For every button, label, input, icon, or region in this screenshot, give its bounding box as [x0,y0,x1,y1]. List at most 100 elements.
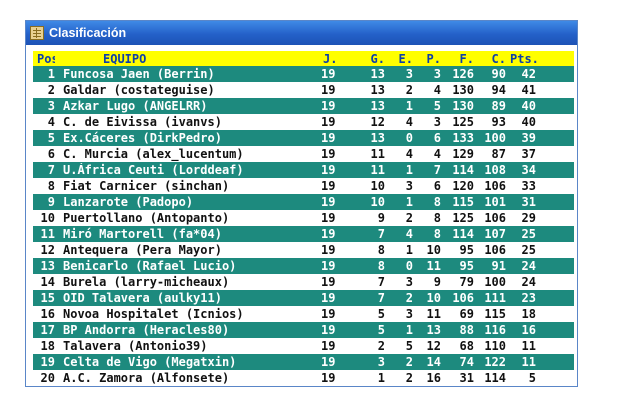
table-row[interactable]: 20 A.C. Zamora (Alfonsete) 19 1 2 16 31 114 5 [33,370,574,386]
cell-played: 19 [321,291,336,305]
cell-played: 19 [321,147,336,161]
cell-won: 13 [370,99,385,113]
cell-lost: 11 [426,307,441,321]
cell-drawn: 1 [405,163,413,177]
cell-points: 16 [521,323,536,337]
cell-against: 115 [484,307,506,321]
cell-for: 74 [459,355,474,369]
table-row[interactable]: 14 Burela (larry-micheaux) 19 7 3 9 79 100 24 [33,274,574,290]
cell-lost: 9 [433,275,441,289]
table-row[interactable]: 1 Funcosa Jaen (Berrin) 19 13 3 3 126 90 42 [33,66,574,82]
cell-pos: 4 [47,115,55,129]
cell-won: 10 [370,179,385,193]
cell-against: 107 [484,227,506,241]
table-row[interactable]: 8 Fiat Carnicer (sinchan) 19 10 3 6 120 106 33 [33,178,574,194]
table-row[interactable]: 15 OID Talavera (aulky11) 19 7 2 10 106 111 23 [33,290,574,306]
cell-won: 13 [370,67,385,81]
table-row[interactable]: 7 U.África Ceuti (Lorddeaf) 19 11 1 7 114 108 34 [33,162,574,178]
cell-drawn: 0 [405,259,413,273]
cell-pos: 3 [47,99,55,113]
cell-played: 19 [321,163,336,177]
table-row[interactable]: 9 Lanzarote (Padopo) 19 10 1 8 115 101 31 [33,194,574,210]
table-row[interactable]: 2 Galdar (costateguise) 19 13 2 4 130 94 41 [33,82,574,98]
header-points: Pts. [510,51,539,66]
cell-played: 19 [321,131,336,145]
cell-pos: 2 [47,83,55,97]
table-body: 1 Funcosa Jaen (Berrin) 19 13 3 3 126 90 42 2 Gald… [33,66,574,386]
table-app-icon [30,26,44,40]
cell-lost: 14 [426,355,441,369]
table-row[interactable]: 4 C. de Eivissa (ivanvs) 19 12 4 3 125 93 40 [33,114,574,130]
cell-points: 40 [521,115,536,129]
table-row[interactable]: 6 C. Murcia (alex_lucentum) 19 11 4 4 129 87 37 [33,146,574,162]
cell-drawn: 3 [405,67,413,81]
cell-points: 18 [521,307,536,321]
cell-lost: 4 [433,83,441,97]
cell-for: 133 [452,131,474,145]
cell-pos: 16 [40,307,55,321]
table-row[interactable]: 3 Azkar Lugo (ANGELRR) 19 13 1 5 130 89 40 [33,98,574,114]
cell-against: 94 [491,83,506,97]
cell-team: A.C. Zamora (Alfonsete) [63,371,230,385]
table-row[interactable]: 12 Antequera (Pera Mayor) 19 8 1 10 95 106 25 [33,242,574,258]
cell-drawn: 3 [405,275,413,289]
table-row[interactable]: 10 Puertollano (Antopanto) 19 9 2 8 125 106 29 [33,210,574,226]
cell-against: 108 [484,163,506,177]
cell-drawn: 1 [405,243,413,257]
header-played: J. [323,51,338,66]
cell-for: 115 [452,195,474,209]
cell-pos: 20 [40,371,55,385]
cell-lost: 12 [426,339,441,353]
cell-against: 90 [491,67,506,81]
cell-for: 120 [452,179,474,193]
cell-won: 13 [370,83,385,97]
cell-against: 114 [484,371,506,385]
table-row[interactable]: 5 Ex.Cáceres (DirkPedro) 19 13 0 6 133 100 39 [33,130,574,146]
cell-points: 24 [521,275,536,289]
cell-points: 41 [521,83,536,97]
cell-team: C. Murcia (alex_lucentum) [63,147,244,161]
table-row[interactable]: 16 Novoa Hospitalet (Icnios) 19 5 3 11 69 115 18 [33,306,574,322]
header-lost: P. [426,51,441,66]
cell-team: Puertollano (Antopanto) [63,211,230,225]
window-title: Clasificación [49,26,127,40]
cell-played: 19 [321,115,336,129]
cell-played: 19 [321,355,336,369]
table-row[interactable]: 13 Benicarlo (Rafael Lucio) 19 8 0 11 95 91 24 [33,258,574,274]
cell-for: 95 [459,259,474,273]
table-row[interactable]: 11 Miró Martorell (fa*04) 19 7 4 8 114 107 25 [33,226,574,242]
cell-pos: 17 [40,323,55,337]
cell-drawn: 3 [405,179,413,193]
header-against: C. [491,51,506,66]
table-row[interactable]: 17 BP Andorra (Heracles80) 19 5 1 13 88 116 16 [33,322,574,338]
cell-drawn: 2 [405,83,413,97]
cell-drawn: 2 [405,211,413,225]
cell-against: 89 [491,99,506,113]
cell-drawn: 3 [405,307,413,321]
table-row[interactable]: 18 Talavera (Antonio39) 19 2 5 12 68 110 11 [33,338,574,354]
cell-pos: 10 [40,211,55,225]
cell-played: 19 [321,211,336,225]
cell-played: 19 [321,195,336,209]
cell-pos: 9 [47,195,55,209]
cell-lost: 10 [426,291,441,305]
cell-points: 31 [521,195,536,209]
window-title-bar[interactable]: Clasificación [26,21,577,45]
cell-team: Novoa Hospitalet (Icnios) [63,307,244,321]
cell-against: 111 [484,291,506,305]
cell-drawn: 4 [405,227,413,241]
cell-points: 42 [521,67,536,81]
cell-pos: 15 [40,291,55,305]
cell-drawn: 2 [405,291,413,305]
cell-played: 19 [321,275,336,289]
cell-lost: 7 [433,163,441,177]
table-row[interactable]: 19 Celta de Vigo (Megatxin) 19 3 2 14 74 122 11 [33,354,574,370]
cell-points: 25 [521,227,536,241]
cell-pos: 12 [40,243,55,257]
header-drawn: E. [398,51,413,66]
cell-against: 93 [491,115,506,129]
cell-lost: 8 [433,227,441,241]
cell-team: Talavera (Antonio39) [63,339,208,353]
cell-points: 33 [521,179,536,193]
cell-against: 106 [484,243,506,257]
